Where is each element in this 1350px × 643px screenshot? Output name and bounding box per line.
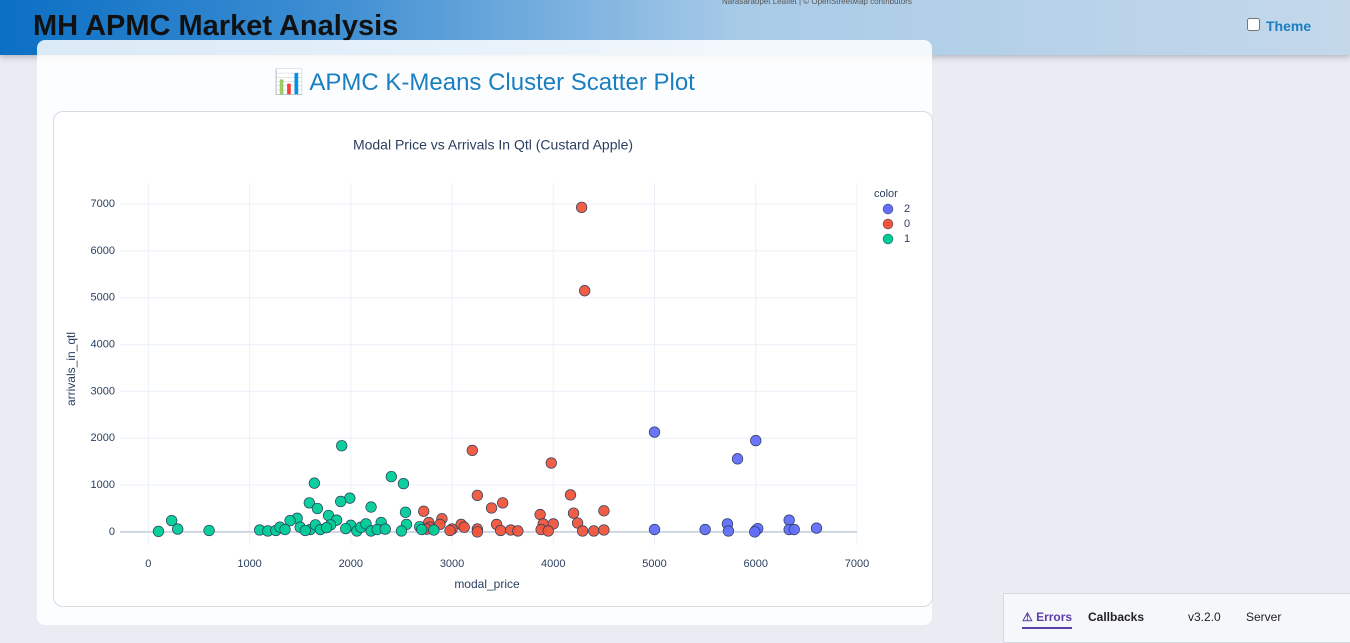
point <box>567 507 580 519</box>
y-tick-label: 2000 <box>91 432 115 444</box>
x-tick-label: 0 <box>145 558 151 570</box>
point <box>172 523 184 535</box>
point <box>783 514 795 526</box>
point <box>308 477 321 489</box>
point <box>397 478 410 490</box>
x-tick-label: 3000 <box>440 558 464 570</box>
y-tick-label: 5000 <box>91 292 115 304</box>
point <box>494 524 507 537</box>
legend-label: 0 <box>904 218 910 230</box>
theme-toggle[interactable]: Theme <box>1247 18 1311 34</box>
debug-bar: ⚠ Errors Callbacks v3.2.0 Server <box>1003 593 1350 643</box>
point <box>699 523 711 536</box>
section-heading: 📊 APMC K-Means Cluster Scatter Plot <box>274 69 695 96</box>
point <box>152 525 165 538</box>
x-tick-label: 4000 <box>541 558 565 570</box>
point <box>471 526 484 538</box>
point <box>203 524 215 537</box>
theme-checkbox[interactable] <box>1247 18 1260 31</box>
server-status: Server <box>1246 610 1282 624</box>
point <box>418 505 430 517</box>
theme-label: Theme <box>1266 18 1312 34</box>
point <box>749 526 761 538</box>
point <box>722 525 735 537</box>
legend-label: 2 <box>904 203 910 215</box>
point <box>648 426 661 438</box>
point <box>750 434 762 447</box>
x-tick-label: 2000 <box>339 558 363 570</box>
y-tick-label: 7000 <box>91 198 115 210</box>
point <box>788 523 800 536</box>
point <box>810 522 823 534</box>
x-tick-label: 6000 <box>744 558 768 570</box>
point <box>320 522 333 534</box>
point <box>576 525 589 537</box>
legend-label: 1 <box>904 233 910 245</box>
point <box>512 525 524 537</box>
point <box>399 506 412 518</box>
y-tick-label: 4000 <box>91 338 115 350</box>
map-attribution: Narasaraopet Leaflet | © OpenStreetMap c… <box>722 0 912 6</box>
point <box>303 497 315 509</box>
errors-tab[interactable]: ⚠ Errors <box>1022 610 1073 629</box>
point <box>335 495 347 508</box>
point <box>284 514 296 527</box>
point <box>542 525 554 537</box>
chart-title: Modal Price vs Arrivals In Qtl (Custard … <box>353 137 633 153</box>
point <box>575 201 588 214</box>
y-tick-label: 0 <box>109 526 115 538</box>
point <box>571 517 584 529</box>
legend-marker <box>882 203 894 215</box>
y-tick-label: 1000 <box>91 479 115 491</box>
map-place: Narasaraopet <box>722 0 771 6</box>
point <box>588 525 600 537</box>
y-tick-label: 3000 <box>91 385 115 397</box>
version: v3.2.0 <box>1188 610 1221 624</box>
point <box>428 524 440 536</box>
legend-title: color <box>874 188 898 200</box>
point <box>598 505 610 517</box>
y-tick-label: 6000 <box>91 245 115 257</box>
point <box>165 514 178 527</box>
point <box>485 502 498 514</box>
point <box>379 523 391 535</box>
point <box>336 440 348 452</box>
point <box>340 522 352 535</box>
point <box>458 521 470 533</box>
x-tick-label: 5000 <box>642 558 666 570</box>
legend-marker <box>882 233 894 245</box>
point <box>365 501 377 513</box>
point <box>545 457 557 469</box>
point <box>466 444 478 457</box>
x-axis-label: modal_price <box>454 577 520 591</box>
point <box>299 524 311 537</box>
point <box>648 523 661 536</box>
point <box>444 524 456 537</box>
point <box>416 523 428 536</box>
point <box>598 524 610 536</box>
point <box>579 285 591 297</box>
point <box>279 523 291 536</box>
point <box>564 489 577 501</box>
y-axis-label: arrivals_in_qtl <box>64 332 78 406</box>
point <box>385 470 397 483</box>
point <box>311 502 324 515</box>
x-tick-label: 7000 <box>845 558 869 570</box>
callbacks-tab[interactable]: Callbacks <box>1088 610 1145 624</box>
point <box>534 508 546 521</box>
point <box>471 489 484 502</box>
attribution[interactable]: Leaflet | © OpenStreetMap contributors <box>772 0 912 6</box>
point <box>497 497 509 509</box>
x-tick-label: 1000 <box>237 558 261 570</box>
point <box>395 525 408 537</box>
legend-marker <box>882 218 894 230</box>
app-title: MH APMC Market Analysis <box>33 10 399 42</box>
point <box>731 453 744 465</box>
